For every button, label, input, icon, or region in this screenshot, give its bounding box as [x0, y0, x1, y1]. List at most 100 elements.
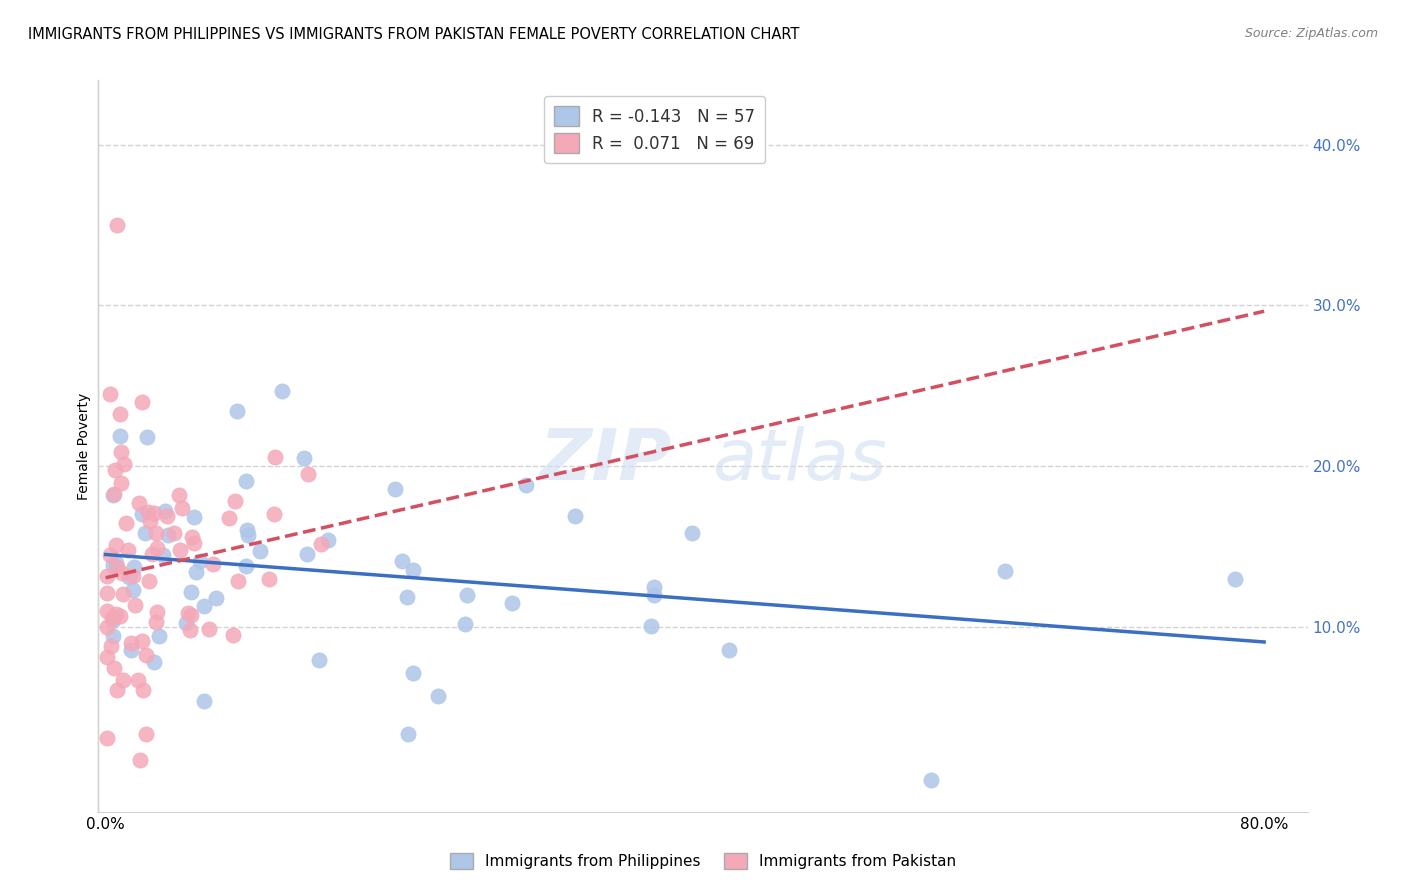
Point	[128, 753, 150, 767]
Point	[205, 591, 228, 606]
Point	[100, 611, 122, 625]
Point	[169, 543, 191, 558]
Text: IMMIGRANTS FROM PHILIPPINES VS IMMIGRANTS FROM PAKISTAN FEMALE POVERTY CORRELATI: IMMIGRANTS FROM PHILIPPINES VS IMMIGRANT…	[28, 27, 800, 42]
Point	[134, 526, 156, 541]
Point	[120, 642, 142, 657]
Point	[105, 607, 128, 622]
Point	[127, 673, 149, 687]
Point	[117, 542, 139, 557]
Point	[101, 487, 124, 501]
Point	[101, 558, 124, 572]
Point	[128, 496, 150, 510]
Point	[226, 404, 249, 418]
Point	[146, 541, 169, 555]
Point	[114, 516, 136, 530]
Point	[136, 505, 159, 519]
Point	[105, 218, 128, 232]
Point	[188, 554, 211, 568]
Point	[121, 583, 143, 598]
Point	[224, 494, 246, 508]
Point	[172, 500, 194, 515]
Point	[111, 566, 134, 581]
Point	[218, 511, 240, 525]
Point	[426, 689, 449, 703]
Point	[292, 450, 315, 465]
Point	[384, 482, 406, 496]
Point	[177, 606, 200, 620]
Point	[198, 622, 221, 636]
Point	[308, 653, 330, 667]
Point	[1225, 572, 1247, 586]
Point	[183, 509, 205, 524]
Point	[162, 526, 184, 541]
Point	[105, 560, 128, 574]
Point	[142, 506, 165, 520]
Point	[131, 394, 153, 409]
Point	[101, 629, 124, 643]
Point	[249, 544, 271, 558]
Point	[309, 536, 332, 550]
Point	[111, 673, 134, 688]
Point	[145, 526, 167, 541]
Point	[564, 508, 586, 523]
Point	[121, 636, 143, 650]
Text: atlas: atlas	[713, 426, 887, 495]
Point	[112, 457, 135, 471]
Point	[118, 570, 141, 584]
Point	[183, 535, 205, 549]
Point	[110, 407, 132, 421]
Point	[135, 648, 157, 662]
Point	[146, 605, 169, 619]
Point	[145, 615, 167, 629]
Point	[180, 530, 202, 544]
Point	[179, 623, 201, 637]
Point	[110, 445, 132, 459]
Point	[96, 619, 118, 633]
Point	[96, 569, 118, 583]
Point	[186, 565, 208, 579]
Point	[148, 629, 170, 643]
Point	[103, 661, 125, 675]
Text: Source: ZipAtlas.com: Source: ZipAtlas.com	[1244, 27, 1378, 40]
Point	[402, 666, 425, 681]
Point	[235, 559, 257, 574]
Point	[104, 463, 127, 477]
Point	[681, 526, 703, 541]
Point	[235, 474, 257, 488]
Point	[108, 428, 131, 442]
Point	[174, 615, 197, 630]
Point	[501, 596, 523, 610]
Point	[112, 586, 135, 600]
Point	[103, 487, 125, 501]
Point	[643, 588, 665, 602]
Point	[156, 528, 179, 542]
Point	[297, 467, 319, 481]
Point	[96, 650, 118, 665]
Point	[98, 387, 121, 401]
Point	[143, 656, 166, 670]
Point	[110, 475, 132, 490]
Point	[105, 683, 128, 698]
Point	[135, 727, 157, 741]
Point	[640, 619, 662, 633]
Point	[271, 384, 294, 398]
Point	[156, 508, 179, 523]
Legend: R = -0.143   N = 57, R =  0.071   N = 69: R = -0.143 N = 57, R = 0.071 N = 69	[544, 96, 765, 163]
Point	[131, 507, 153, 521]
Point	[718, 643, 741, 657]
Y-axis label: Female Poverty: Female Poverty	[77, 392, 91, 500]
Point	[236, 528, 259, 542]
Point	[202, 558, 225, 572]
Point	[994, 564, 1017, 578]
Point	[131, 633, 153, 648]
Point	[193, 599, 215, 614]
Point	[236, 524, 259, 538]
Point	[401, 563, 423, 577]
Point	[180, 584, 202, 599]
Point	[264, 450, 287, 464]
Point	[124, 599, 146, 613]
Point	[152, 549, 174, 563]
Point	[98, 548, 121, 562]
Point	[110, 609, 132, 624]
Legend: Immigrants from Philippines, Immigrants from Pakistan: Immigrants from Philippines, Immigrants …	[444, 847, 962, 875]
